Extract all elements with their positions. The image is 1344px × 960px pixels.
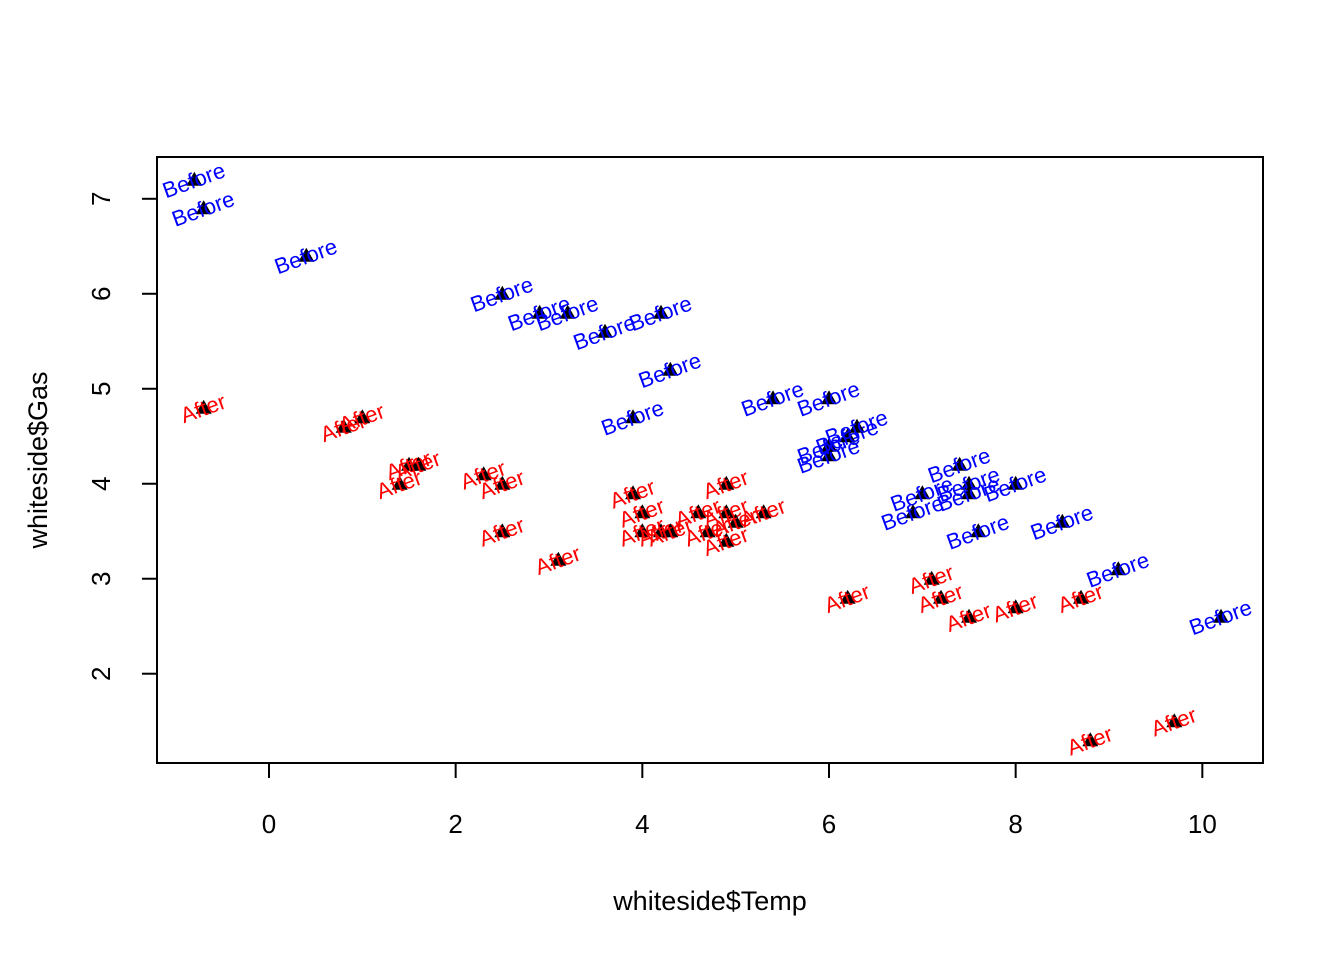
data-point [933,589,949,604]
series-before: BeforeBeforeBeforeBeforeBeforeBeforeBefo… [159,158,1255,641]
data-label: After [532,541,584,580]
y-axis-label: whiteside$Gas [23,371,53,549]
data-point [625,409,641,424]
data-label: Before [1186,594,1255,640]
data-point [531,304,548,319]
y-tick-label: 3 [86,571,116,585]
x-tick-label: 0 [262,809,276,839]
data-point [839,589,856,604]
data-point [718,532,735,547]
y-tick-label: 7 [86,192,116,206]
data-point [1082,732,1099,747]
data-point [1166,713,1183,728]
data-point [1213,608,1229,623]
data-point [1007,599,1024,614]
x-axis-label: whiteside$Temp [612,886,807,916]
data-point [765,390,781,405]
data-label: After [476,512,528,551]
x-tick-label: 8 [1008,809,1022,839]
data-point [961,485,977,500]
data-point [951,456,968,471]
data-point [914,485,931,500]
data-point [961,475,977,490]
data-points: BeforeBeforeBeforeBeforeBeforeBeforeBefo… [159,158,1255,761]
data-label: Before [1027,499,1096,545]
data-label: Before [626,291,695,337]
data-point [410,456,427,471]
x-tick-label: 2 [448,809,462,839]
data-point [905,504,921,519]
data-point [1054,513,1071,528]
data-point [1073,589,1089,604]
data-point [550,551,567,566]
data-point [718,475,735,490]
data-point [923,570,940,585]
data-label: After [177,389,229,428]
data-point [391,475,408,490]
data-point [755,504,772,519]
data-point [653,304,669,319]
data-point [195,200,212,215]
data-point [662,361,679,376]
x-tick-label: 4 [635,809,649,839]
y-axis: 2 3 4 5 6 7 [86,192,158,681]
data-point [699,523,716,538]
data-point [354,409,371,424]
y-tick-label: 6 [86,287,116,301]
data-label: Before [271,234,340,280]
data-point [475,466,492,481]
y-tick-label: 2 [86,666,116,680]
data-point [1007,475,1024,490]
data-point [970,523,987,538]
data-label: After [1054,579,1106,618]
data-point [839,428,856,443]
data-point [1110,561,1127,576]
data-label: After [821,579,873,618]
data-point [821,447,837,462]
data-point [494,475,511,490]
data-point [597,323,613,338]
data-point [298,247,315,262]
x-axis: 0 2 4 6 8 10 [262,762,1217,839]
data-point [662,523,679,538]
data-point [634,523,651,538]
data-point [186,171,203,186]
data-point [494,285,511,300]
data-label: Before [943,509,1012,555]
data-label: Before [635,348,704,394]
data-point [727,513,744,528]
y-tick-label: 5 [86,382,116,396]
x-tick-label: 10 [1188,809,1217,839]
x-tick-label: 6 [822,809,836,839]
data-point [494,523,511,538]
data-label: Before [598,395,667,441]
data-label: After [1064,721,1116,760]
data-label: After [989,588,1041,627]
data-point [195,399,212,414]
data-point [961,608,977,623]
data-point [821,437,837,452]
data-point [634,504,651,519]
data-point [690,504,707,519]
data-point [335,418,352,433]
data-label: After [1148,702,1200,741]
y-tick-label: 4 [86,477,116,491]
data-point [718,504,735,519]
data-point [559,304,576,319]
data-point [849,418,865,433]
data-point [821,390,837,405]
data-point [625,485,641,500]
